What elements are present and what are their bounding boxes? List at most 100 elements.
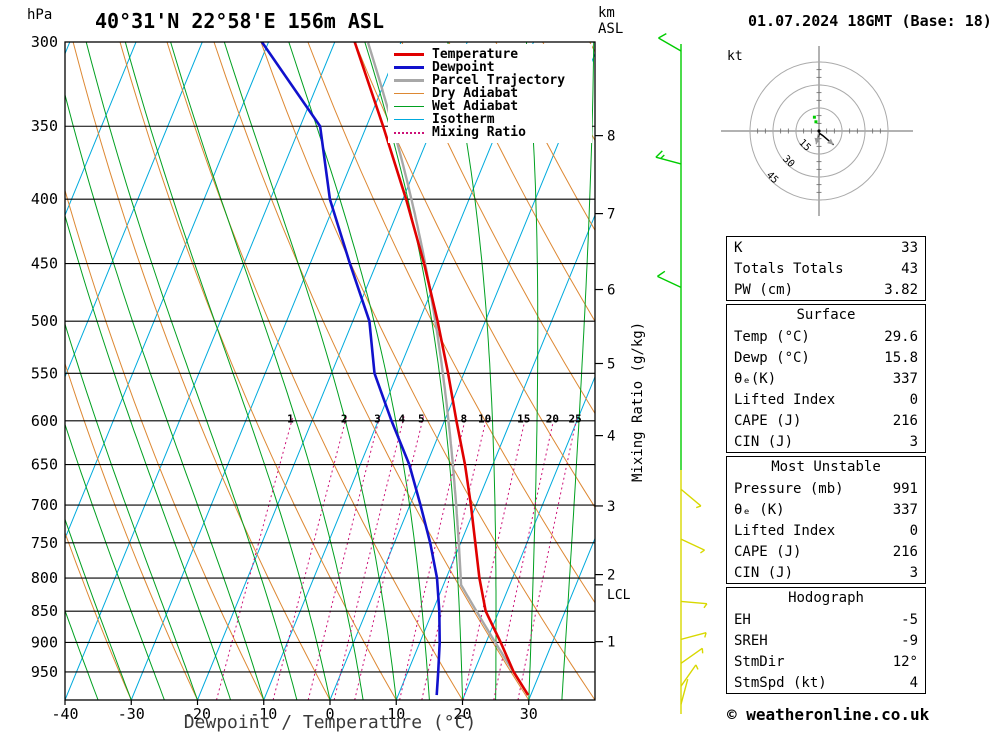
hodograph-unit-label: kt <box>727 49 743 64</box>
svg-text:1: 1 <box>607 635 615 651</box>
table-title: Hodograph <box>788 590 864 606</box>
legend-line-swatch <box>394 79 424 82</box>
mixing-ratio-labels: 1 2 3 4 5 8 10 15 20 25 <box>287 412 582 425</box>
svg-text:700: 700 <box>31 496 58 514</box>
svg-text:7: 7 <box>607 207 615 223</box>
asl-label: ASL <box>598 21 624 37</box>
station-title: 40°31'N 22°58'E 156m ASL <box>95 9 384 33</box>
altitude-unit-label: km ASL <box>598 5 623 37</box>
table-row: K 33 <box>727 237 925 258</box>
table-row: Temp (°C) 29.6 <box>727 326 925 347</box>
table-row: EH -5 <box>727 609 925 630</box>
parcel-trajectory-curve <box>366 42 530 696</box>
row-label: θₑ (K) <box>734 501 785 518</box>
indices-tables: K 33 Totals Totals 43 PW (cm) 3.82 Surface Temp… <box>726 236 926 697</box>
table-row: θₑ (K) 337 <box>727 499 925 520</box>
wind-barb <box>680 600 708 609</box>
legend-line-swatch <box>394 66 424 69</box>
svg-text:-10: -10 <box>250 705 277 723</box>
svg-text:5: 5 <box>418 412 425 425</box>
row-value: 15.8 <box>884 349 918 366</box>
svg-text:30: 30 <box>520 705 538 723</box>
legend-line-swatch <box>394 53 424 56</box>
svg-text:900: 900 <box>31 633 58 651</box>
legend-label: Dry Adiabat <box>432 86 519 101</box>
row-value: 0 <box>909 522 918 539</box>
hodograph-ring-label: 45 <box>764 170 780 186</box>
lcl-label: LCL <box>607 588 631 603</box>
row-label: Dewp (°C) <box>734 349 810 366</box>
temperature-axis: -40 -30 -20 -10 0 10 20 30 <box>51 700 538 723</box>
mixing-ratio-axis-label: Mixing Ratio (g/kg) <box>630 321 646 482</box>
svg-text:4: 4 <box>607 429 615 445</box>
table-row: Lifted Index 0 <box>727 389 925 410</box>
svg-text:3: 3 <box>607 499 615 515</box>
km-label: km <box>598 5 615 21</box>
row-label: StmSpd (kt) <box>734 674 827 691</box>
hodograph-ring-label: 30 <box>780 154 796 170</box>
wind-barb-column <box>655 33 708 714</box>
hodograph-ring <box>749 61 889 201</box>
table-row: θₑ(K) 337 <box>727 368 925 389</box>
hodograph-marker <box>812 115 816 119</box>
row-value: 216 <box>892 543 918 560</box>
svg-text:750: 750 <box>31 534 58 552</box>
wind-barb <box>655 150 682 165</box>
row-value: 12° <box>892 653 918 670</box>
svg-text:650: 650 <box>31 456 58 474</box>
svg-text:25: 25 <box>569 412 582 425</box>
row-value: 216 <box>892 412 918 429</box>
table-title: Surface <box>796 307 856 323</box>
svg-text:2: 2 <box>341 412 348 425</box>
row-label: CAPE (J) <box>734 412 802 429</box>
wind-barb <box>680 538 705 554</box>
legend-line-swatch <box>394 131 424 134</box>
hodograph-origin-dot <box>817 129 821 133</box>
row-value: 3 <box>909 433 918 450</box>
legend-label: Parcel Trajectory <box>432 73 566 88</box>
svg-text:5: 5 <box>607 356 615 372</box>
chart-legend: Temperature Dewpoint Parcel Trajectory Dry … <box>388 44 592 143</box>
row-label: Lifted Index <box>734 522 836 539</box>
svg-text:800: 800 <box>31 569 58 587</box>
row-value: 0 <box>909 391 918 408</box>
svg-text:4: 4 <box>399 412 406 425</box>
legend-item: Mixing Ratio <box>394 126 592 139</box>
wind-barb <box>680 488 702 509</box>
hodograph-ring <box>772 84 866 178</box>
row-label: PW (cm) <box>734 281 794 298</box>
legend-label: Wet Adiabat <box>432 99 519 114</box>
wind-barb <box>657 270 682 288</box>
legend-line-swatch <box>394 119 424 120</box>
svg-text:-40: -40 <box>51 705 78 723</box>
svg-text:2: 2 <box>607 568 615 584</box>
table-row: CIN (J) 3 <box>727 431 925 452</box>
dewpoint-curve <box>260 42 441 696</box>
svg-text:8: 8 <box>607 129 615 145</box>
table-row: Pressure (mb) 991 <box>727 478 925 499</box>
row-value: 33 <box>901 239 918 256</box>
row-label: SREH <box>734 632 768 649</box>
hodograph-marker <box>814 120 818 124</box>
row-value: 337 <box>892 370 918 387</box>
row-value: 991 <box>892 480 918 497</box>
svg-text:6: 6 <box>607 283 615 299</box>
svg-text:-30: -30 <box>118 705 145 723</box>
svg-text:950: 950 <box>31 663 58 681</box>
row-label: EH <box>734 611 751 628</box>
row-value: 337 <box>892 501 918 518</box>
mixing-ratio-lines <box>216 416 578 700</box>
svg-text:400: 400 <box>31 190 58 208</box>
copyright[interactable]: © weatheronline.co.uk <box>727 705 930 724</box>
altitude-axis: 1 2 3 4 5 6 7 8 LCL <box>595 129 631 651</box>
table-hodograph: Hodograph EH -5 SREH -9 StmDir 12° StmSpd (kt) 4 <box>726 587 926 694</box>
temperature-axis-title: Dewpoint / Temperature (°C) <box>183 712 477 733</box>
legend-label: Mixing Ratio <box>432 125 526 140</box>
svg-text:15: 15 <box>517 412 530 425</box>
table-row: CAPE (J) 216 <box>727 410 925 431</box>
svg-text:3: 3 <box>374 412 381 425</box>
table-row: StmSpd (kt) 4 <box>727 672 925 693</box>
legend-item: Isotherm <box>394 113 592 126</box>
table-most-unstable: Most Unstable Pressure (mb) 991 θₑ (K) 337 Li… <box>726 456 926 584</box>
